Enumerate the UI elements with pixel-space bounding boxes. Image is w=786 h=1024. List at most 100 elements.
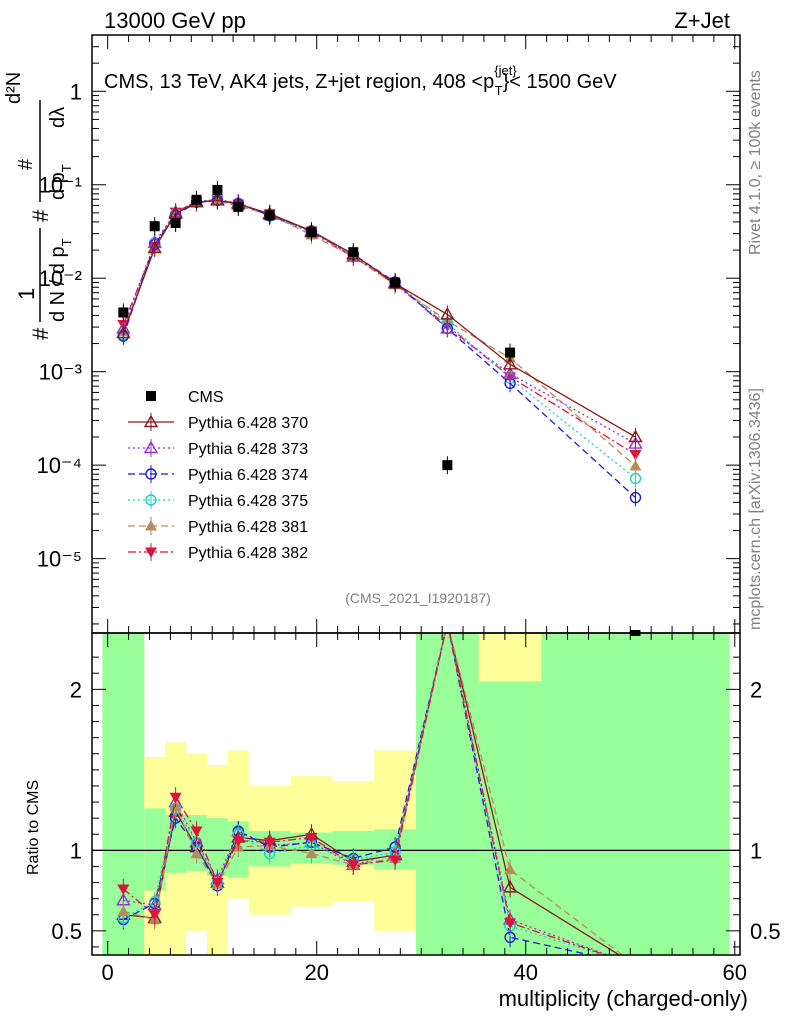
legend-label: Pythia 6.428 373 [188, 441, 308, 458]
ratio-point [502, 879, 518, 893]
ratio-axis-ticks [92, 35, 740, 955]
data-point [191, 194, 202, 205]
ratio-point [169, 792, 182, 804]
ratio-point [117, 884, 130, 895]
series-pythia-6-428-381 [117, 191, 642, 475]
ratio-point [305, 832, 318, 844]
ratio-point [305, 847, 318, 859]
data-point [502, 366, 518, 379]
data-point [628, 436, 643, 449]
y-label-one: 1 [14, 288, 39, 300]
data-point [440, 306, 455, 320]
y-label-hash-2: # [28, 209, 53, 222]
ratio-point [232, 836, 245, 847]
legend-entry: Pythia 6.428 374 [128, 465, 308, 484]
data-point [264, 210, 275, 221]
series-pythia-6-428-374 [117, 191, 642, 507]
ratio-band-stat [206, 818, 228, 877]
main-plot-frame [91, 34, 741, 634]
legend-entry: Pythia 6.428 382 [128, 543, 308, 562]
legend-marker [143, 440, 159, 454]
data-point [628, 429, 643, 443]
legend-marker [146, 391, 156, 401]
x-tick-label: 40 [513, 960, 537, 985]
data-point [629, 491, 642, 504]
y-label-hash-3: # [15, 158, 37, 170]
ratio-series-group [116, 633, 624, 955]
data-point [306, 227, 317, 238]
data-point [629, 449, 642, 461]
y-label-dn: d N / d pT [47, 238, 74, 322]
y-label-dp: d pT [47, 164, 74, 200]
main-y-tick-label: 10⁻³ [39, 360, 82, 385]
data-point [116, 325, 131, 339]
data-point [348, 247, 359, 258]
ratio-band-stat [144, 808, 166, 891]
legend: CMS Pythia 6.428 370 Pythia 6.428 373 Pythi… [128, 389, 308, 562]
data-point [170, 217, 181, 228]
legend-marker [145, 547, 157, 558]
ratio-uncertainty-bands [102, 633, 730, 955]
main-y-tick-label: 10⁻⁵ [37, 547, 82, 572]
data-point [149, 221, 160, 232]
rivet-version-label: Rivet 4.1.0, ≥ 100k events [747, 70, 764, 255]
series-cms [118, 180, 516, 475]
main-y-axis-label: # 1 d N / d pT # # d²N d pT dλ [3, 72, 74, 340]
x-tick-labels: 0 20 40 60 [102, 960, 747, 985]
legend-marker [145, 494, 157, 506]
analysis-id-watermark: (CMS_2021_I1920187) [345, 590, 491, 606]
ratio-y-tick-label-left: 0.5 [51, 919, 82, 944]
ratio-point [389, 855, 402, 867]
legend-marker [143, 414, 159, 428]
ratio-point [504, 863, 517, 875]
data-point [442, 460, 453, 471]
ratio-y-tick-label-left: 2 [70, 677, 82, 702]
x-tick-label: 20 [304, 960, 328, 985]
ratio-point [190, 847, 203, 859]
ratio-y-tick-label-right: 2 [750, 677, 762, 702]
main-y-tick-label: 10⁻² [39, 266, 82, 291]
data-point [147, 240, 162, 254]
main-plot-title: CMS, 13 TeV, AK4 jets, Z+jet region, 408… [104, 63, 617, 98]
series-pythia-6-428-370 [116, 191, 643, 447]
ratio-point [148, 910, 161, 921]
ratio-series-clipped [116, 633, 624, 955]
x-tick-label: 0 [102, 960, 114, 985]
data-point [118, 307, 129, 318]
legend-entry: Pythia 6.428 373 [128, 439, 308, 458]
main-axis-ticks [92, 34, 740, 625]
mcplots-source-label: mcplots.cern.ch [arXiv:1306.3436] [747, 388, 764, 630]
legend-entry: Pythia 6.428 381 [128, 517, 308, 536]
ratio-band-stat [416, 633, 479, 955]
main-series-group [116, 180, 643, 636]
series-pythia-6-428-373 [116, 190, 643, 453]
ratio-y-axis-label: Ratio to CMS [25, 780, 42, 875]
data-point [210, 192, 225, 206]
ratio-y-tick-label-right: 0.5 [750, 919, 781, 944]
ratio-band-stat [478, 633, 542, 955]
y-label-dlambda: dλ [47, 107, 69, 128]
legend-label: Pythia 6.428 374 [188, 467, 308, 484]
header-energy-label: 13000 GeV pp [104, 8, 246, 33]
data-point [440, 321, 455, 334]
main-y-tick-label: 1 [70, 79, 82, 104]
legend-entry: Pythia 6.428 370 [128, 413, 308, 432]
legend-label: Pythia 6.428 375 [188, 493, 308, 510]
legend-marker [145, 468, 157, 480]
main-y-tick-label: 10⁻⁴ [36, 453, 82, 478]
x-tick-label: 60 [723, 960, 747, 985]
data-point [629, 459, 642, 471]
legend-label: Pythia 6.428 381 [188, 519, 308, 536]
data-point [505, 347, 516, 358]
ratio-point [347, 860, 360, 871]
ratio-plot-frame [91, 632, 741, 956]
main-y-tick-label: 10⁻¹ [39, 173, 82, 198]
y-label-d2n: d²N [3, 72, 25, 104]
ratio-y-tick-labels: 0.5 0.5 1 1 2 2 [51, 677, 780, 944]
ratio-pythia-6-428-382 [117, 633, 608, 955]
ratio-band-syst [478, 633, 542, 682]
ratio-y-tick-label-right: 1 [750, 838, 762, 863]
x-axis-label: multiplicity (charged-only) [499, 986, 748, 1011]
legend-label: Pythia 6.428 382 [188, 545, 308, 562]
